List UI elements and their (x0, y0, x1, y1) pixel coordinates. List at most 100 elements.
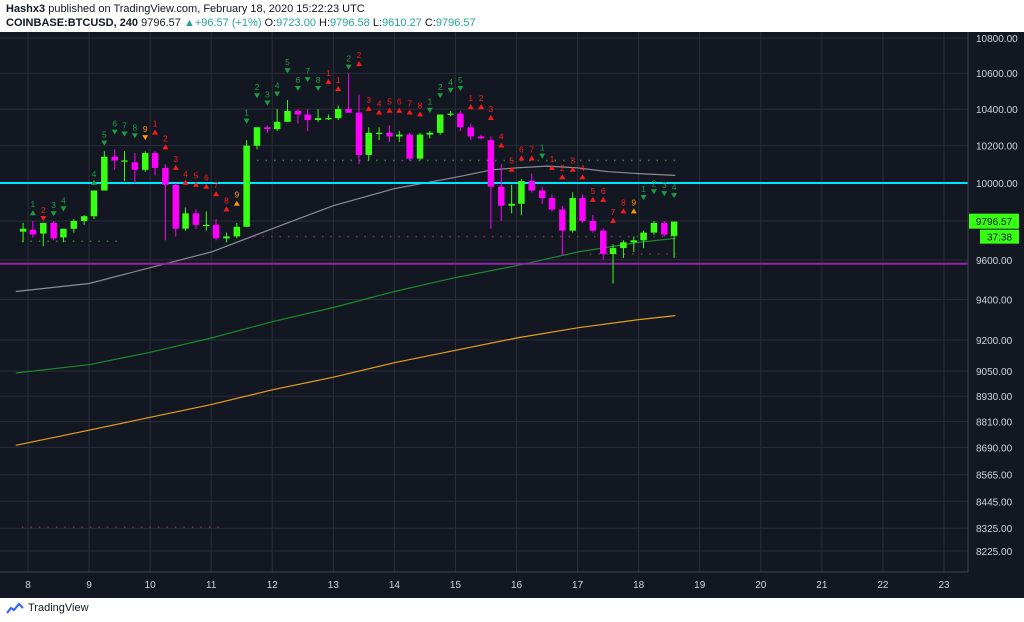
triangle-down-icon (304, 77, 311, 83)
td-count-label: 4 (580, 163, 585, 173)
y-tick-label: 9400.00 (976, 295, 1013, 306)
candle-body (508, 203, 515, 206)
td-count-label: 8 (132, 122, 137, 132)
candle-body (436, 114, 444, 133)
td-count-label: 2 (346, 54, 351, 64)
triangle-up-icon (518, 155, 525, 161)
td-count-label: 5 (458, 75, 463, 85)
y-tick-label: 10400.00 (976, 105, 1018, 116)
td-count-label: 3 (173, 154, 178, 164)
td-count-label: 2 (255, 82, 260, 92)
td-count-label: 7 (305, 66, 310, 76)
triangle-down-icon (142, 135, 149, 141)
triangle-down-icon (121, 131, 128, 137)
td-count-label: 5 (387, 97, 392, 107)
triangle-down-icon (131, 133, 138, 139)
td-count-label: 2 (438, 82, 443, 92)
chart-footer: TradingView (0, 598, 1024, 622)
td-count-label: 6 (519, 144, 524, 154)
last-price: 9796.57 (141, 17, 181, 29)
td-count-label: 9 (234, 190, 239, 200)
triangle-up-icon (233, 200, 240, 206)
td-count-label: 4 (92, 169, 97, 179)
grid (0, 32, 1024, 598)
y-tick-label: 10600.00 (976, 69, 1018, 80)
candle-body (670, 221, 678, 236)
triangle-down-icon (111, 129, 118, 135)
td-count-label: 5 (509, 156, 514, 166)
candle-body (375, 132, 383, 134)
td-count-label: 8 (418, 100, 423, 110)
triangle-down-icon (40, 216, 47, 222)
td-count-label: 6 (601, 186, 606, 196)
y-tick-label: 8445.00 (976, 497, 1013, 508)
candle-body (40, 222, 47, 234)
candle-body (559, 209, 566, 231)
open-label: O: (264, 17, 277, 29)
td-count-label: 4 (672, 182, 677, 192)
td-count-label: 2 (163, 133, 168, 143)
triangle-up-icon (192, 181, 199, 187)
candle-body (284, 110, 291, 122)
triangle-down-icon (426, 107, 433, 113)
candle-body (599, 230, 607, 254)
candle-body (447, 113, 454, 115)
symbol-info: COINBASE:BTCUSD, 240 9796.57 ▲+96.57 (+1… (6, 17, 476, 29)
x-tick-label: 9 (86, 580, 92, 591)
countdown-value: 37:38 (987, 233, 1012, 244)
td-count-label: 7 (214, 180, 219, 190)
triangle-down-icon (539, 153, 546, 159)
triangle-down-icon (457, 86, 464, 92)
candle-body (264, 127, 271, 130)
y-tick-label: 8810.00 (976, 418, 1013, 429)
brand-label: TradingView (28, 602, 89, 614)
candle-body (29, 229, 37, 235)
triangle-up-icon (90, 179, 97, 185)
td-count-label: 6 (397, 97, 402, 107)
candle-body (334, 109, 342, 119)
candle-body (90, 190, 98, 217)
td-count-label: 5 (590, 186, 595, 196)
triangle-down-icon (640, 194, 647, 200)
tradingview-logo-icon (6, 602, 24, 614)
candle-body (162, 167, 169, 185)
x-tick-label: 11 (206, 580, 217, 591)
td-count-label: 3 (366, 95, 371, 105)
tradingview-brand[interactable]: TradingView (6, 602, 89, 614)
triangle-down-icon (671, 193, 678, 199)
triangle-up-icon (487, 114, 494, 120)
candle-body (406, 134, 413, 159)
td-count-label: 6 (296, 75, 301, 85)
y-tick-label: 8690.00 (976, 443, 1013, 454)
triangle-up-icon (376, 109, 383, 115)
triangle-down-icon (661, 191, 668, 197)
x-tick-label: 22 (877, 580, 889, 591)
triangle-up-icon (335, 86, 342, 92)
x-tick-label: 15 (450, 580, 462, 591)
x-tick-label: 20 (755, 580, 767, 591)
symbol-name[interactable]: COINBASE:BTCUSD (6, 17, 114, 29)
triangle-up-icon (417, 111, 424, 117)
triangle-up-icon (589, 196, 596, 202)
candle-body (253, 127, 261, 146)
author-name[interactable]: Hashx3 (6, 3, 46, 15)
x-tick-label: 19 (694, 580, 706, 591)
indicator-lines (0, 159, 968, 528)
candle-body (661, 222, 668, 235)
candle-body (70, 221, 78, 229)
td-count-label: 6 (112, 119, 117, 129)
triangle-up-icon (396, 107, 403, 113)
td-count-label: 7 (529, 144, 534, 154)
triangle-up-icon (203, 183, 210, 189)
triangle-down-icon (437, 93, 444, 99)
td-count-label: 4 (183, 169, 188, 179)
candle-body (223, 236, 230, 239)
triangle-up-icon (172, 164, 179, 170)
candle-body (609, 248, 617, 254)
x-tick-label: 13 (328, 580, 340, 591)
td-count-label: 1 (641, 184, 646, 194)
candle-body (498, 186, 505, 206)
y-tick-label: 10000.00 (976, 179, 1018, 190)
